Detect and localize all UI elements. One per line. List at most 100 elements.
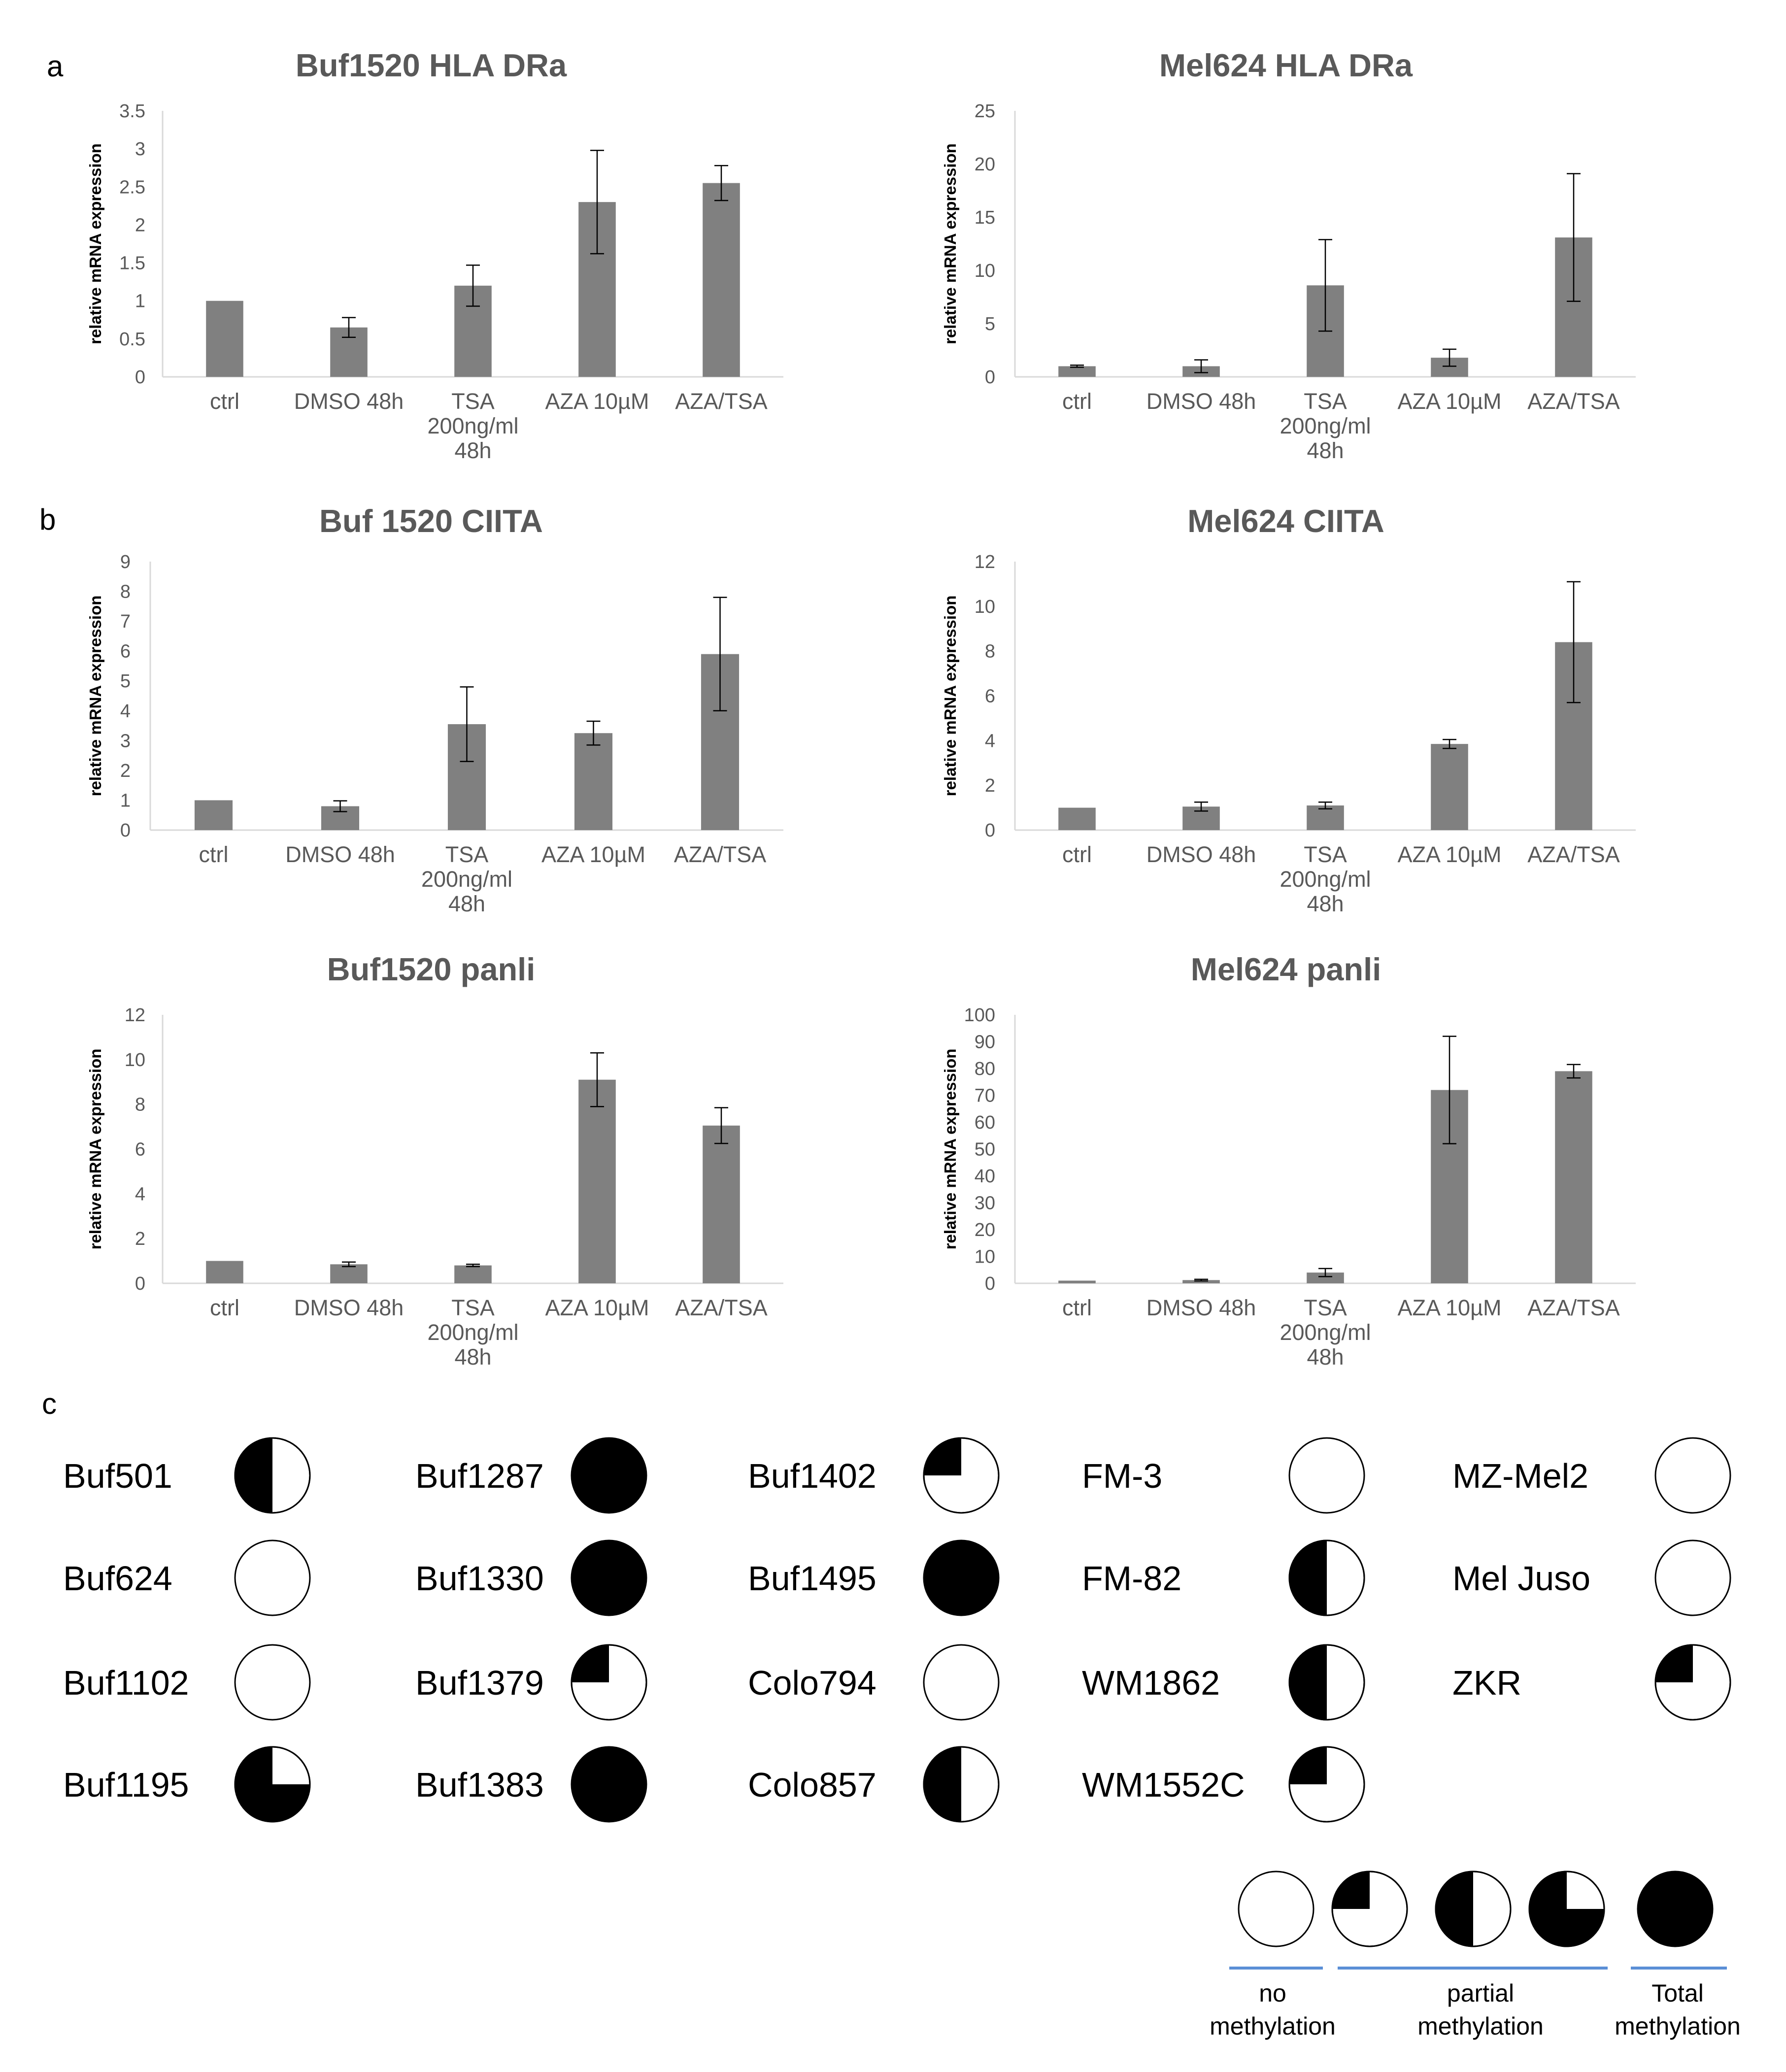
cell-line-label: FM-82 [1082, 1559, 1181, 1598]
error-bar-ctrl [1070, 364, 1084, 368]
cell-line-label: Buf1102 [63, 1664, 189, 1702]
category-label-aza-10-m: AZA 10µM [541, 842, 645, 867]
category-label-aza-tsa: AZA/TSA [1527, 842, 1620, 867]
methylation-pie-icon [1654, 1644, 1731, 1721]
y-axis-label: relative mRNA expression [86, 1049, 104, 1250]
methylation-pie-icon [571, 1644, 647, 1721]
error-bar-aza-10-m [590, 1052, 604, 1107]
bar-aza-10-m [1431, 744, 1468, 830]
legend-group: no methylation [1210, 1967, 1336, 2040]
methylation-pie-icon [923, 1539, 1000, 1616]
methylation-pie-icon [1654, 1539, 1731, 1616]
y-tick-label: 4 [135, 1184, 145, 1204]
category-label-ctrl: ctrl [210, 1295, 239, 1320]
error-bar-aza-tsa [713, 597, 727, 712]
methylation-pie-icon [234, 1746, 311, 1823]
cell-line-wm1552c: WM1552C [1082, 1746, 1365, 1823]
y-tick-label: 3 [135, 139, 145, 160]
bar-ctrl [1058, 807, 1096, 830]
y-axis-label: relative mRNA expression [941, 596, 959, 797]
panel-letter-a: a [47, 50, 64, 83]
category-label-aza-10-m: AZA 10µM [545, 389, 649, 414]
legend-label-line1: Total [1651, 1979, 1704, 2007]
cell-line-buf1102: Buf1102 [63, 1644, 311, 1721]
y-tick-label: 30 [975, 1193, 995, 1214]
y-tick-label: 80 [975, 1059, 995, 1079]
bar-aza-10-m [578, 1079, 616, 1283]
y-tick-label: 0 [120, 820, 131, 841]
methylation-legend: no methylation partial methylation Total meth… [1210, 1871, 1741, 2040]
chart-title: Mel624 panli [1191, 951, 1382, 987]
category-label-tsa-200ng-ml-48h: TSA 200ng/ml 48h [1280, 842, 1371, 916]
y-tick-label: 10 [975, 261, 995, 281]
y-tick-label: 0 [135, 367, 145, 388]
methylation-pie-icon [1654, 1437, 1731, 1514]
bar-dmso-48h [330, 1264, 368, 1283]
chart-mel624-panli: Mel624 panli relative mRNA expression 0 10 2… [941, 951, 1636, 1370]
cell-line-label: ZKR [1452, 1664, 1521, 1702]
chart-title: Buf1520 panli [327, 951, 536, 987]
y-tick-label: 1 [120, 790, 131, 811]
error-bar-aza-tsa [1567, 1064, 1581, 1079]
cell-line-label: Buf1330 [415, 1559, 544, 1598]
methylation-pie-icon [1288, 1644, 1365, 1721]
error-bar-aza-10-m [1443, 738, 1456, 749]
y-tick-label: 0 [985, 1273, 995, 1294]
cell-line-label: WM1552C [1082, 1766, 1245, 1804]
category-label-aza-tsa: AZA/TSA [674, 842, 767, 867]
category-label-tsa-200ng-ml-48h: TSA 200ng/ml 48h [1280, 1295, 1371, 1370]
category-label-tsa-200ng-ml-48h: TSA 200ng/ml 48h [421, 842, 512, 916]
category-label-dmso-48h: DMSO 48h [1146, 842, 1256, 867]
error-bar-aza-tsa [1567, 173, 1581, 302]
error-bar-dmso-48h [342, 317, 356, 338]
category-label-aza-tsa: AZA/TSA [1527, 1295, 1620, 1320]
category-label-tsa-200ng-ml-48h: TSA 200ng/ml 48h [427, 1295, 518, 1370]
y-tick-label: 4 [120, 701, 131, 722]
y-tick-label: 5 [120, 671, 131, 692]
methylation-pie-icon [1288, 1539, 1365, 1616]
error-bar-aza-tsa [714, 165, 728, 201]
y-tick-label: 25 [975, 101, 995, 122]
bar-dmso-48h [1182, 1280, 1220, 1283]
y-tick-label: 1.5 [119, 253, 145, 274]
y-tick-label: 50 [975, 1139, 995, 1160]
chart-buf1520-hla-dra: Buf1520 HLA DRa relative mRNA expression 0… [86, 47, 783, 463]
cell-line-buf1402: Buf1402 [748, 1437, 1000, 1514]
methylation-pie-icon [234, 1644, 311, 1721]
error-bar-tsa-200ng-ml-48h [466, 1264, 480, 1268]
chart-mel624-ciita: Mel624 CIITA relative mRNA expression 0 2 4 6… [941, 503, 1636, 916]
bar-tsa-200ng-ml-48h [1307, 1272, 1344, 1283]
y-tick-label: 100 [964, 1005, 995, 1026]
charts-layer: Buf1520 HLA DRa relative mRNA expression 0… [86, 47, 1636, 1370]
cell-line-label: Buf1495 [748, 1559, 876, 1598]
cell-line-label: Buf624 [63, 1559, 172, 1598]
y-tick-label: 10 [975, 1247, 995, 1268]
chart-title: Mel624 HLA DRa [1159, 47, 1413, 83]
cell-line-buf624: Buf624 [63, 1539, 311, 1616]
cell-line-fm-3: FM-3 [1082, 1437, 1365, 1514]
y-tick-label: 20 [975, 1220, 995, 1240]
bar-tsa-200ng-ml-48h [1307, 805, 1344, 830]
category-label-aza-10-m: AZA 10µM [1397, 1295, 1501, 1320]
category-label-aza-tsa: AZA/TSA [675, 1295, 768, 1320]
y-tick-label: 20 [975, 154, 995, 175]
legend-label-line1: partial [1447, 1979, 1514, 2007]
methylation-pie-icon [571, 1437, 647, 1514]
methylation-pie-icon [923, 1644, 1000, 1721]
category-label-tsa-200ng-ml-48h: TSA 200ng/ml 48h [427, 389, 518, 463]
bar-ctrl [206, 1261, 243, 1283]
methylation-pie-icon [571, 1539, 647, 1616]
cell-line-label: Buf1287 [415, 1457, 544, 1495]
bar-aza-10-m [574, 733, 613, 830]
cell-line-wm1862: WM1862 [1082, 1644, 1365, 1721]
chart-buf1520-panli: Buf1520 panli relative mRNA expression 0 2 4… [86, 951, 783, 1370]
cell-line-mel-juso: Mel Juso [1452, 1539, 1731, 1616]
panel-letter-c: c [42, 1387, 57, 1420]
category-label-ctrl: ctrl [1062, 1295, 1092, 1320]
y-tick-label: 0 [985, 367, 995, 388]
y-tick-label: 0 [985, 820, 995, 841]
category-label-tsa-200ng-ml-48h: TSA 200ng/ml 48h [1280, 389, 1371, 463]
cell-line-buf1330: Buf1330 [415, 1539, 647, 1616]
y-tick-label: 2 [985, 775, 995, 796]
y-tick-label: 0.5 [119, 329, 145, 350]
